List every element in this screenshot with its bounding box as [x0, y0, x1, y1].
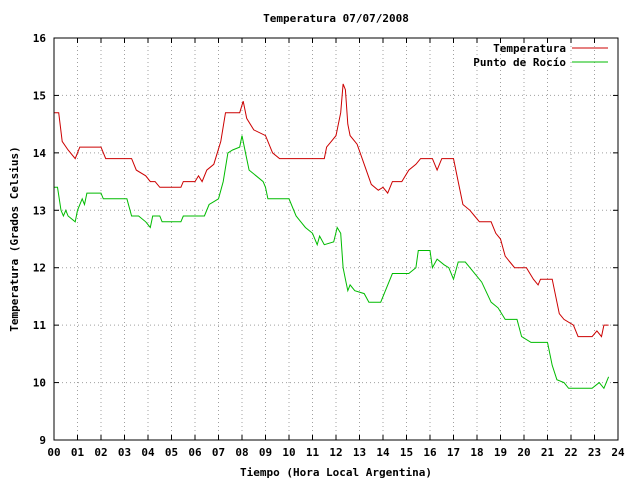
x-tick-label: 20: [517, 446, 530, 459]
x-tick-label: 22: [564, 446, 577, 459]
y-tick-label: 10: [33, 377, 46, 390]
x-tick-label: 17: [447, 446, 460, 459]
series-group: [54, 83, 610, 390]
x-tick-label: 18: [470, 446, 483, 459]
x-tick-label: 23: [588, 446, 601, 459]
y-tick-label: 16: [33, 32, 47, 45]
x-tick-label: 05: [165, 446, 178, 459]
chart-title: Temperatura 07/07/2008: [263, 12, 409, 25]
y-axis-label: Temperatura (Grados Celsius): [8, 146, 21, 331]
y-tick-label: 11: [33, 319, 47, 332]
series-line-temperatura: [54, 83, 609, 338]
series-line-punto-de-rocio: [54, 135, 610, 390]
y-tick-label: 13: [33, 204, 46, 217]
x-tick-label: 00: [47, 446, 60, 459]
x-tick-label: 09: [259, 446, 272, 459]
x-tick-label: 15: [400, 446, 413, 459]
x-tick-label: 14: [376, 446, 390, 459]
x-tick-label: 11: [306, 446, 320, 459]
x-tick-label: 02: [94, 446, 107, 459]
x-tick-label: 16: [423, 446, 437, 459]
x-tick-label: 24: [611, 446, 625, 459]
legend: Temperatura Punto de Rocío: [473, 42, 608, 69]
x-tick-label: 07: [212, 446, 225, 459]
x-tick-label: 21: [541, 446, 555, 459]
x-tick-label: 13: [353, 446, 366, 459]
x-tick-label: 08: [235, 446, 248, 459]
legend-label-temperatura: Temperatura: [493, 42, 566, 55]
x-tick-label: 10: [282, 446, 295, 459]
x-tick-label: 12: [329, 446, 342, 459]
y-tick-label: 12: [33, 262, 46, 275]
y-tick-label: 14: [33, 147, 47, 160]
x-tick-label: 04: [141, 446, 155, 459]
ticks: 00 01 02 03 04 05 06 07 08 09 10 11 12 13 14 15 16 17 18 19…: [33, 32, 625, 459]
y-tick-label: 9: [39, 434, 46, 447]
x-tick-label: 03: [118, 446, 131, 459]
x-axis-label: Tiempo (Hora Local Argentina): [240, 466, 432, 479]
x-tick-label: 01: [71, 446, 85, 459]
y-tick-label: 15: [33, 89, 46, 102]
x-tick-label: 19: [494, 446, 507, 459]
x-tick-label: 06: [188, 446, 202, 459]
legend-label-punto-de-rocio: Punto de Rocío: [473, 56, 566, 69]
